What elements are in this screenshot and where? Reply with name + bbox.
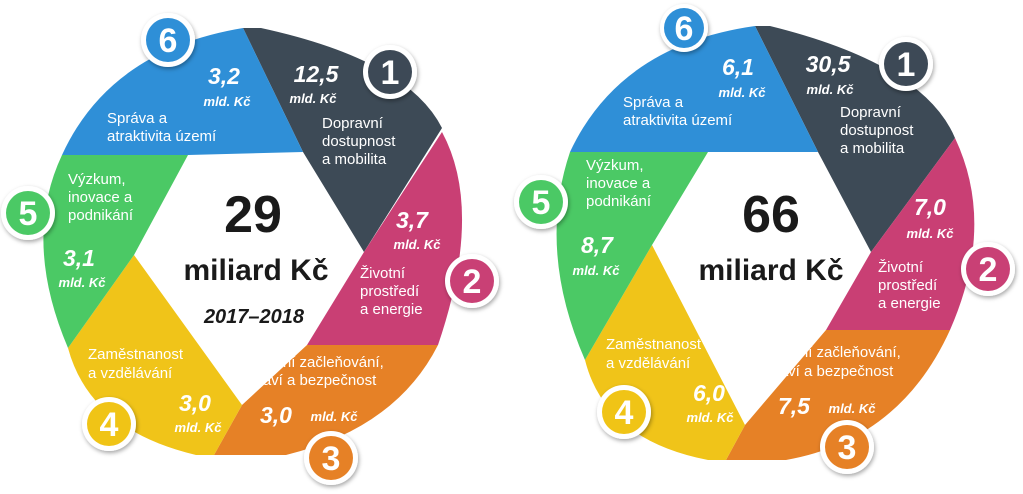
left-segment-6 [62,28,303,155]
left-total: 29 [224,186,282,244]
left-seg3-amount: 3,0 [260,402,292,428]
svg-text:1: 1 [381,54,400,92]
left-seg4-label: Zaměstnanost a vzdělávání [88,346,187,382]
right-seg3-label: Sociální začleňování, zdraví a bezpečnos… [759,344,905,380]
left-segment-5 [43,155,188,348]
left-segment-2 [307,132,463,345]
left-seg2-label: Životní prostředí a energie [360,265,423,318]
left-diagram: 29 miliard Kč 2017–2018 12,5 mld. Kč Dop… [1,13,499,485]
right-badge-6: 6 [660,4,708,52]
right-seg2-unit: mld. Kč [907,226,955,241]
svg-text:3: 3 [322,440,341,478]
svg-text:5: 5 [19,195,38,233]
svg-text:2: 2 [979,251,998,289]
right-badge-3: 3 [820,420,874,474]
svg-text:4: 4 [615,394,634,432]
left-seg4-unit: mld. Kč [175,420,223,435]
right-badge-2: 2 [961,242,1015,296]
right-segment-3 [726,330,950,460]
left-seg4-amount: 3,0 [179,390,211,416]
left-badge-4: 4 [82,397,136,451]
right-seg5-label: Výzkum, inovace a podnikání [586,157,654,210]
left-badge-2: 2 [445,254,499,308]
right-segment-5 [556,152,708,360]
left-seg5-label: Výzkum, inovace a podnikání [68,171,136,224]
right-segment-6 [570,26,818,152]
left-seg3-unit: mld. Kč [311,409,359,424]
left-seg2-amount: 3,7 [396,207,429,233]
left-badge-3: 3 [304,431,358,485]
right-seg6-unit: mld. Kč [719,85,767,100]
svg-text:1: 1 [897,46,916,84]
right-seg1-label: Dopravní dostupnost a mobilita [840,104,918,157]
right-seg3-amount: 7,5 [778,393,811,419]
right-diagram: 66 miliard Kč 30,5 mld. Kč Dopravní dost… [514,4,1015,474]
left-total-unit: miliard Kč [183,254,328,287]
right-seg6-amount: 6,1 [722,54,754,80]
right-total: 66 [742,186,800,244]
left-seg6-amount: 3,2 [208,63,240,89]
left-seg5-amount: 3,1 [63,245,95,271]
left-badge-5: 5 [1,186,55,240]
right-seg3-unit: mld. Kč [829,401,877,416]
left-seg3-label: Sociální začleňování, zdraví a bezpečnos… [242,354,388,389]
right-seg2-label: Životní prostředí a energie [878,259,941,312]
left-badge-1: 1 [363,45,417,99]
left-seg5-unit: mld. Kč [59,275,107,290]
left-period: 2017–2018 [203,306,305,328]
left-badge-6: 6 [141,13,195,67]
right-badge-4: 4 [597,385,651,439]
left-seg1-amount: 12,5 [294,61,340,87]
right-badge-5: 5 [514,175,568,229]
left-seg2-unit: mld. Kč [394,237,442,252]
left-seg6-label: Správa a atraktivita území [107,110,217,145]
right-seg6-label: Správa a atraktivita území [623,94,733,129]
right-total-unit: miliard Kč [698,254,843,287]
right-seg1-unit: mld. Kč [807,82,855,97]
right-seg4-unit: mld. Kč [687,410,735,425]
svg-text:3: 3 [838,429,857,467]
svg-text:6: 6 [675,10,694,48]
svg-text:4: 4 [100,406,119,444]
right-seg1-amount: 30,5 [806,51,852,77]
right-seg4-label: Zaměstnanost a vzdělávání [606,336,705,372]
svg-text:6: 6 [159,22,178,60]
svg-text:5: 5 [532,184,551,222]
left-seg1-label: Dopravní dostupnost a mobilita [322,115,400,168]
right-seg4-amount: 6,0 [693,380,725,406]
left-seg1-unit: mld. Kč [290,91,338,106]
svg-text:2: 2 [463,263,482,301]
left-seg6-unit: mld. Kč [204,94,252,109]
right-badge-1: 1 [879,37,933,91]
left-segment-3 [214,345,438,455]
right-seg5-unit: mld. Kč [573,263,621,278]
right-seg2-amount: 7,0 [914,194,946,220]
right-segment-2 [826,138,975,330]
right-seg5-amount: 8,7 [581,232,614,258]
